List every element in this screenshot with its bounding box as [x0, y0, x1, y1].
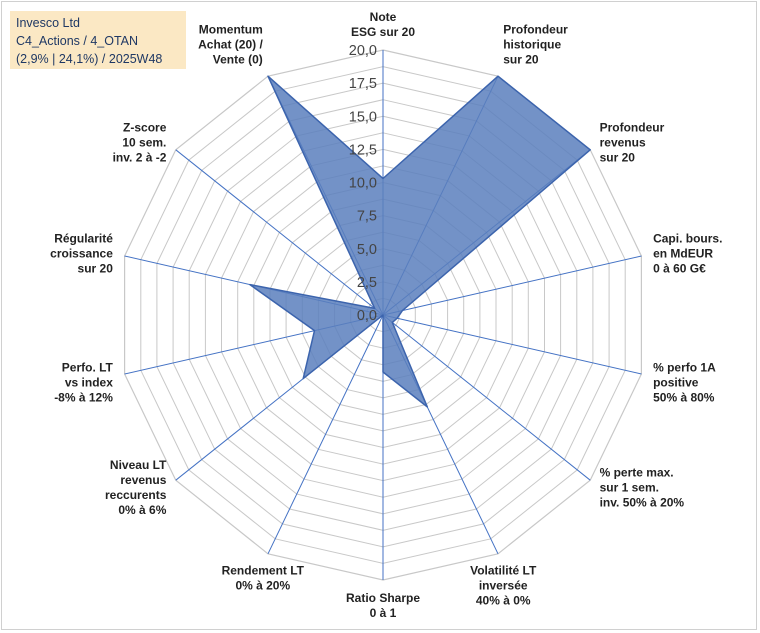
axis-spoke [175, 149, 384, 316]
axis-label: % perfo 1A positive 50% à 80% [653, 361, 716, 405]
axis-label-line: 10 sem. [122, 135, 166, 149]
axis-label-line: Z-score [123, 120, 167, 134]
axis-label-line: en MdEUR [653, 246, 713, 260]
axis-label-line: revenus [120, 473, 166, 487]
tick-label: 20,0 [349, 43, 377, 59]
axis-label-line: revenus [600, 135, 646, 149]
tick-label: 7,5 [357, 209, 377, 225]
axis-label: Rendement LT 0% à 20% [222, 564, 305, 593]
radar-axis-labels: Note ESG sur 20 Profondeur historique sur 20… [50, 10, 722, 620]
axis-label-line: Régularité [54, 231, 113, 245]
axis-label-line: sur 20 [78, 261, 114, 275]
axis-label-line: positive [653, 376, 699, 390]
axis-label-line: Vente (0) [213, 52, 263, 66]
axis-label-line: Volatilité LT [470, 564, 537, 578]
axis-label-line: sur 1 sem. [600, 481, 659, 495]
axis-label-line: inversée [479, 579, 528, 593]
axis-label-line: Capi. bours. [653, 231, 722, 245]
series-area [249, 75, 591, 408]
axis-label: Perfo. LT vs index -8% à 12% [54, 361, 113, 405]
tick-label: 12,5 [349, 142, 377, 158]
axis-label: Ratio Sharpe 0 à 1 [346, 591, 420, 620]
axis-label: Profondeur historique sur 20 [503, 22, 568, 66]
axis-label-line: reccurents [105, 488, 167, 502]
axis-spoke [382, 255, 642, 316]
axis-label-line: sur 20 [503, 52, 539, 66]
axis-spoke [382, 314, 642, 375]
axis-label: Note ESG sur 20 [351, 10, 415, 39]
tick-label: 5,0 [357, 242, 377, 258]
axis-label-line: vs index [65, 376, 113, 390]
axis-label-line: ESG sur 20 [351, 25, 415, 39]
axis-label-line: sur 20 [600, 150, 636, 164]
axis-label-line: historique [503, 37, 561, 51]
info-category: C4_Actions / 4_OTAN [16, 34, 139, 48]
axis-label: Niveau LT revenus reccurents 0% à 6% [105, 458, 167, 517]
axis-label-line: croissance [50, 246, 113, 260]
axis-label-line: 0 à 60 G€ [653, 261, 706, 275]
tick-label: 15,0 [349, 109, 377, 125]
axis-label-line: Niveau LT [110, 458, 167, 472]
axis-label-line: inv. 50% à 20% [600, 496, 685, 510]
axis-label: Z-score 10 sem. inv. 2 à -2 [113, 120, 167, 164]
axis-label-line: 40% à 0% [476, 594, 531, 608]
axis-label-line: Achat (20) / [198, 37, 263, 51]
axis-label-line: Profondeur [503, 22, 568, 36]
axis-label-line: -8% à 12% [54, 391, 113, 405]
axis-label-line: Momentum [199, 22, 263, 36]
axis-label-line: Ratio Sharpe [346, 591, 420, 605]
tick-label: 0,0 [357, 308, 377, 324]
axis-spoke [382, 314, 591, 481]
axis-label: Profondeur revenus sur 20 [600, 120, 665, 164]
axis-label: % perte max. sur 1 sem. inv. 50% à 20% [600, 466, 685, 510]
axis-label-line: Rendement LT [222, 564, 305, 578]
axis-label: Momentum Achat (20) / Vente (0) [198, 22, 263, 66]
axis-label-line: Profondeur [600, 120, 665, 134]
axis-label-line: inv. 2 à -2 [113, 150, 167, 164]
tick-label: 10,0 [349, 176, 377, 192]
axis-spoke [267, 314, 384, 555]
axis-label-line: % perte max. [600, 466, 674, 480]
axis-label: Capi. bours. en MdEUR 0 à 60 G€ [653, 231, 722, 275]
axis-label: Volatilité LT inversée 40% à 0% [470, 564, 537, 608]
info-stats: (2,9% | 24,1%) / 2025W48 [16, 52, 163, 66]
tick-label: 2,5 [357, 275, 377, 291]
info-company-name: Invesco Ltd [16, 16, 80, 30]
axis-label-line: 0 à 1 [370, 606, 397, 620]
info-box: Invesco Ltd C4_Actions / 4_OTAN (2,9% | … [10, 11, 186, 69]
axis-label-line: Perfo. LT [62, 361, 114, 375]
axis-label: Régularité croissance sur 20 [50, 231, 113, 275]
axis-label-line: Note [370, 10, 397, 24]
axis-label-line: 50% à 80% [653, 391, 715, 405]
radar-series [249, 75, 591, 408]
axis-label-line: 0% à 6% [118, 503, 166, 517]
axis-label-line: 0% à 20% [235, 579, 290, 593]
axis-label-line: % perfo 1A [653, 361, 716, 375]
tick-label: 17,5 [349, 76, 377, 92]
radar-tick-labels: 0,0 2,5 5,0 7,5 10,0 12,5 15,0 17,5 20,0 [349, 43, 377, 324]
